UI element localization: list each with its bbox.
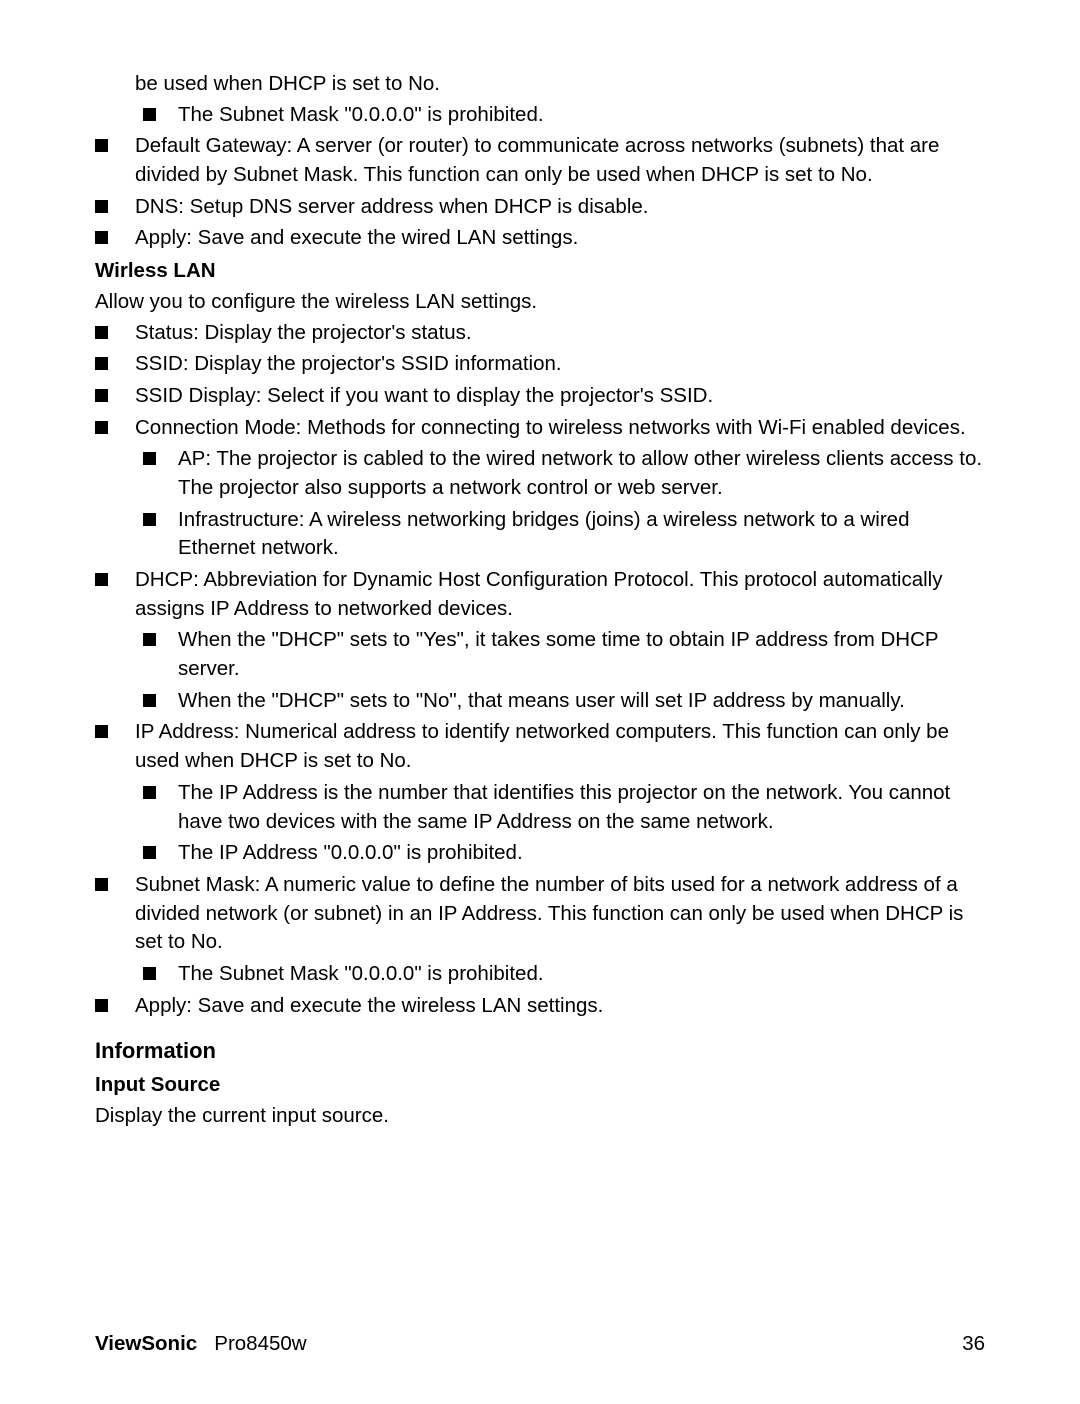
wireless-intro: Allow you to configure the wireless LAN … bbox=[95, 288, 985, 317]
list-item: SSID Display: Select if you want to disp… bbox=[95, 382, 985, 411]
footer-left: ViewSonic Pro8450w bbox=[95, 1332, 307, 1356]
list-item: Default Gateway: A server (or router) to… bbox=[95, 132, 985, 189]
list-item: The Subnet Mask "0.0.0.0" is prohibited. bbox=[143, 960, 985, 989]
footer-brand: ViewSonic bbox=[95, 1332, 197, 1355]
square-bullet-icon bbox=[95, 999, 108, 1012]
bullet-text: Default Gateway: A server (or router) to… bbox=[135, 132, 985, 189]
square-bullet-icon bbox=[143, 967, 156, 980]
bullet-text: Apply: Save and execute the wired LAN se… bbox=[135, 224, 985, 253]
square-bullet-icon bbox=[143, 633, 156, 646]
square-bullet-icon bbox=[95, 878, 108, 891]
information-heading: Information bbox=[95, 1036, 985, 1067]
bullet-text: When the "DHCP" sets to "No", that means… bbox=[178, 687, 985, 716]
square-bullet-icon bbox=[143, 786, 156, 799]
list-item: The IP Address is the number that identi… bbox=[143, 779, 985, 836]
footer-model-text: Pro8450w bbox=[214, 1332, 306, 1355]
list-item: DNS: Setup DNS server address when DHCP … bbox=[95, 193, 985, 222]
bullet-text: Status: Display the projector's status. bbox=[135, 319, 985, 348]
footer-model bbox=[203, 1332, 214, 1355]
list-item: Apply: Save and execute the wireless LAN… bbox=[95, 992, 985, 1021]
square-bullet-icon bbox=[95, 573, 108, 586]
bullet-text: When the "DHCP" sets to "Yes", it takes … bbox=[178, 626, 985, 683]
bullet-text: SSID Display: Select if you want to disp… bbox=[135, 382, 985, 411]
bullet-text: Infrastructure: A wireless networking br… bbox=[178, 506, 985, 563]
bullet-text: DNS: Setup DNS server address when DHCP … bbox=[135, 193, 985, 222]
square-bullet-icon bbox=[95, 725, 108, 738]
bullet-text: AP: The projector is cabled to the wired… bbox=[178, 445, 985, 502]
square-bullet-icon bbox=[95, 200, 108, 213]
square-bullet-icon bbox=[95, 231, 108, 244]
continued-line: be used when DHCP is set to No. bbox=[135, 70, 985, 99]
list-item: Subnet Mask: A numeric value to define t… bbox=[95, 871, 985, 957]
list-item: DHCP: Abbreviation for Dynamic Host Conf… bbox=[95, 566, 985, 623]
bullet-text: The Subnet Mask "0.0.0.0" is prohibited. bbox=[178, 101, 985, 130]
list-item: Status: Display the projector's status. bbox=[95, 319, 985, 348]
square-bullet-icon bbox=[143, 108, 156, 121]
square-bullet-icon bbox=[143, 846, 156, 859]
square-bullet-icon bbox=[95, 389, 108, 402]
square-bullet-icon bbox=[95, 139, 108, 152]
list-item: The Subnet Mask "0.0.0.0" is prohibited. bbox=[143, 101, 985, 130]
square-bullet-icon bbox=[95, 421, 108, 434]
bullet-text: Connection Mode: Methods for connecting … bbox=[135, 414, 985, 443]
page-number: 36 bbox=[962, 1332, 985, 1356]
list-item: The IP Address "0.0.0.0" is prohibited. bbox=[143, 839, 985, 868]
wireless-lan-heading: Wirless LAN bbox=[95, 257, 985, 286]
square-bullet-icon bbox=[143, 513, 156, 526]
list-item: AP: The projector is cabled to the wired… bbox=[143, 445, 985, 502]
list-item: Apply: Save and execute the wired LAN se… bbox=[95, 224, 985, 253]
bullet-text: Apply: Save and execute the wireless LAN… bbox=[135, 992, 985, 1021]
bullet-text: SSID: Display the projector's SSID infor… bbox=[135, 350, 985, 379]
list-item: Connection Mode: Methods for connecting … bbox=[95, 414, 985, 443]
bullet-text: The IP Address is the number that identi… bbox=[178, 779, 985, 836]
input-source-heading: Input Source bbox=[95, 1071, 985, 1100]
document-body: be used when DHCP is set to No. The Subn… bbox=[95, 70, 985, 1130]
input-source-text: Display the current input source. bbox=[95, 1102, 985, 1131]
bullet-text: Subnet Mask: A numeric value to define t… bbox=[135, 871, 985, 957]
bullet-text: The Subnet Mask "0.0.0.0" is prohibited. bbox=[178, 960, 985, 989]
page-footer: ViewSonic Pro8450w 36 bbox=[95, 1332, 985, 1356]
square-bullet-icon bbox=[95, 357, 108, 370]
list-item: SSID: Display the projector's SSID infor… bbox=[95, 350, 985, 379]
bullet-text: The IP Address "0.0.0.0" is prohibited. bbox=[178, 839, 985, 868]
list-item: When the "DHCP" sets to "No", that means… bbox=[143, 687, 985, 716]
list-item: IP Address: Numerical address to identif… bbox=[95, 718, 985, 775]
square-bullet-icon bbox=[143, 694, 156, 707]
list-item: Infrastructure: A wireless networking br… bbox=[143, 506, 985, 563]
bullet-text: IP Address: Numerical address to identif… bbox=[135, 718, 985, 775]
square-bullet-icon bbox=[143, 452, 156, 465]
bullet-text: DHCP: Abbreviation for Dynamic Host Conf… bbox=[135, 566, 985, 623]
square-bullet-icon bbox=[95, 326, 108, 339]
list-item: When the "DHCP" sets to "Yes", it takes … bbox=[143, 626, 985, 683]
